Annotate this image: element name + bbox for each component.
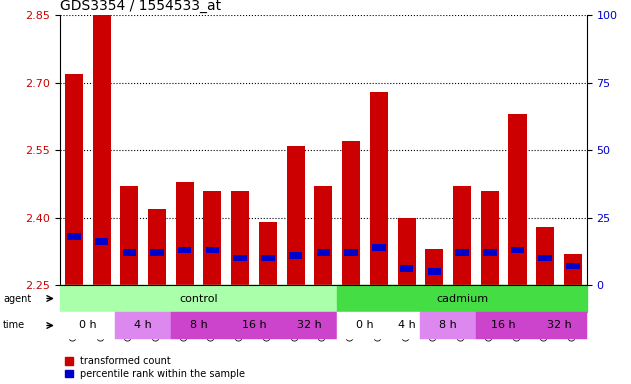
Bar [115, 312, 171, 339]
Bar [337, 285, 587, 312]
Bar [420, 312, 476, 339]
Bar [282, 312, 337, 339]
Bar [370, 92, 388, 285]
Bar [206, 247, 219, 253]
Bar [428, 268, 441, 275]
Bar [456, 249, 469, 256]
Text: 4 h: 4 h [134, 321, 152, 331]
Text: 8 h: 8 h [190, 321, 208, 331]
Bar [231, 190, 249, 285]
Bar [483, 249, 497, 256]
Text: control: control [179, 293, 218, 303]
Bar [564, 253, 582, 285]
Bar [337, 312, 392, 339]
Bar [65, 74, 83, 285]
Bar [60, 285, 337, 312]
Bar [227, 312, 282, 339]
Bar [259, 222, 277, 285]
Bar [67, 233, 81, 240]
Bar [510, 247, 524, 253]
Text: 32 h: 32 h [297, 321, 322, 331]
Text: agent: agent [3, 293, 32, 303]
Legend: transformed count, percentile rank within the sample: transformed count, percentile rank withi… [65, 356, 245, 379]
Text: time: time [3, 321, 25, 331]
Bar [261, 255, 274, 262]
Bar [175, 182, 194, 285]
Bar [453, 186, 471, 285]
Text: 16 h: 16 h [242, 321, 266, 331]
Bar [566, 263, 580, 270]
Bar [536, 227, 554, 285]
Bar [150, 249, 164, 256]
Text: GDS3354 / 1554533_at: GDS3354 / 1554533_at [60, 0, 221, 13]
Bar [93, 11, 110, 285]
Text: 4 h: 4 h [398, 321, 415, 331]
Text: cadmium: cadmium [436, 293, 488, 303]
Bar [400, 265, 413, 272]
Bar [476, 312, 531, 339]
Text: 16 h: 16 h [492, 321, 516, 331]
Bar [481, 190, 498, 285]
Bar [233, 255, 247, 262]
Text: 0 h: 0 h [356, 321, 374, 331]
Bar [392, 312, 420, 339]
Bar [509, 114, 526, 285]
Bar [171, 312, 227, 339]
Bar [178, 247, 191, 253]
Bar [95, 238, 109, 245]
Bar [398, 218, 416, 285]
Text: 8 h: 8 h [439, 321, 457, 331]
Text: 32 h: 32 h [546, 321, 572, 331]
Bar [122, 249, 136, 256]
Bar [317, 249, 330, 256]
Bar [286, 146, 305, 285]
Bar [289, 252, 302, 259]
Bar [538, 255, 552, 262]
Text: 0 h: 0 h [79, 321, 97, 331]
Bar [425, 249, 444, 285]
Bar [531, 312, 587, 339]
Bar [372, 244, 386, 251]
Bar [121, 186, 138, 285]
Bar [148, 209, 166, 285]
Bar [314, 186, 333, 285]
Bar [345, 249, 358, 256]
Bar [203, 190, 221, 285]
Bar [342, 141, 360, 285]
Bar [60, 312, 115, 339]
